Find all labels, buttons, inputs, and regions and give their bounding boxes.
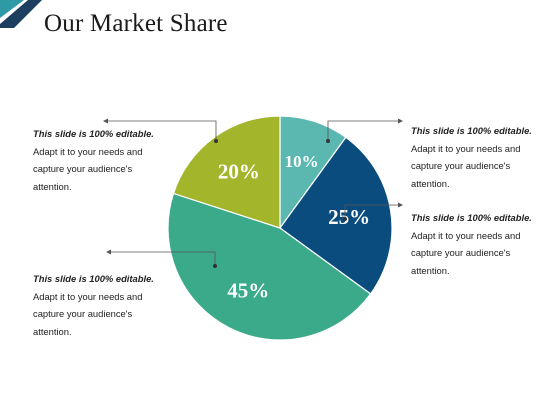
callout-line: capture your audience's (33, 308, 133, 319)
callout-mid-right: This slide is 100% editable. Adapt it to… (411, 209, 551, 279)
leader-line-bottom-left (108, 251, 216, 265)
callout-line: Adapt it to your needs and (411, 142, 521, 154)
callout-line: attention. (411, 177, 450, 189)
leader-line-top-right (327, 120, 400, 140)
arrowhead-top-right (398, 118, 403, 124)
arrowhead-mid-right (398, 202, 403, 208)
pie-slice-label-1: 25% (328, 205, 370, 229)
callout-line: Adapt it to your needs and (411, 229, 521, 241)
pie-slice-1 (279, 136, 393, 295)
callout-line: Adapt it to your needs and (33, 290, 143, 302)
pie-slice-label-0: 10% (285, 152, 319, 171)
callout-line: capture your audience's (33, 163, 133, 174)
callout-heading: This slide is 100% editable. (411, 212, 532, 223)
callout-line: attention. (411, 264, 450, 276)
pie-slice-3 (172, 115, 281, 229)
callout-line: capture your audience's (411, 247, 511, 258)
leader-line-mid-right (344, 204, 400, 219)
pie-slice-2 (167, 192, 372, 341)
callout-top-left: This slide is 100% editable. Adapt it to… (33, 125, 173, 195)
slide-title: Our Market Share (44, 10, 228, 37)
leader-dot-top-left (214, 139, 218, 143)
pie-slice-label-3: 20% (218, 159, 260, 183)
arrowhead-bottom-left (106, 249, 111, 255)
corner-accent-teal (0, 0, 24, 18)
leader-lines (105, 120, 400, 265)
callout-heading: This slide is 100% editable. (33, 128, 154, 139)
leader-dot-top-right (326, 139, 330, 143)
callout-line: Adapt it to your needs and (33, 145, 143, 157)
leader-line-top-left (105, 120, 217, 140)
leader-arrowheads (103, 118, 403, 255)
corner-accent-navy (0, 0, 42, 28)
leader-dot-mid-right (343, 217, 347, 221)
callout-line: attention. (33, 180, 72, 192)
arrowhead-top-left (103, 118, 108, 124)
pie-slice-label-2: 45% (227, 278, 269, 302)
leader-dots (213, 139, 347, 268)
callout-heading: This slide is 100% editable. (33, 273, 154, 284)
callout-line: capture your audience's (411, 160, 511, 171)
leader-dot-bottom-left (213, 264, 217, 268)
callout-heading: This slide is 100% editable. (411, 125, 532, 136)
callout-line: attention. (33, 325, 72, 337)
callout-top-right: This slide is 100% editable. Adapt it to… (411, 122, 551, 192)
callout-bottom-left: This slide is 100% editable. Adapt it to… (33, 270, 173, 340)
